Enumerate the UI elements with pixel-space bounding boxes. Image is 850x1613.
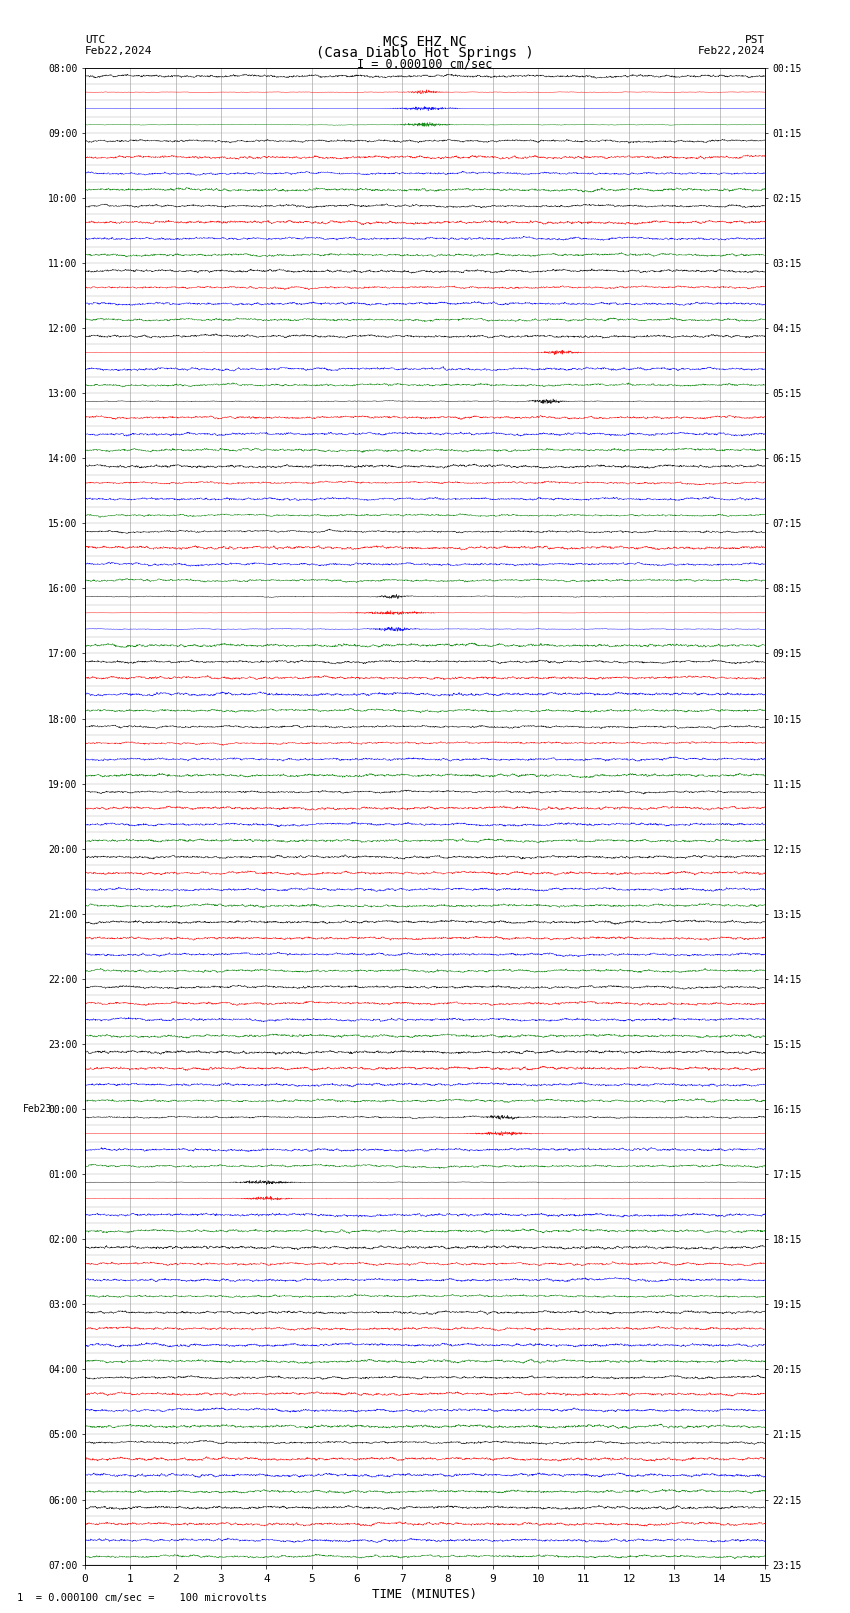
Text: MCS EHZ NC: MCS EHZ NC	[383, 35, 467, 48]
Text: Feb23: Feb23	[22, 1103, 52, 1115]
Text: Feb22,2024: Feb22,2024	[85, 45, 152, 56]
Text: (Casa Diablo Hot Springs ): (Casa Diablo Hot Springs )	[316, 45, 534, 60]
Text: I = 0.000100 cm/sec: I = 0.000100 cm/sec	[357, 58, 493, 71]
Text: Feb22,2024: Feb22,2024	[698, 45, 765, 56]
Text: PST: PST	[745, 35, 765, 45]
Text: UTC: UTC	[85, 35, 105, 45]
X-axis label: TIME (MINUTES): TIME (MINUTES)	[372, 1587, 478, 1600]
Text: 1  = 0.000100 cm/sec =    100 microvolts: 1 = 0.000100 cm/sec = 100 microvolts	[17, 1594, 267, 1603]
